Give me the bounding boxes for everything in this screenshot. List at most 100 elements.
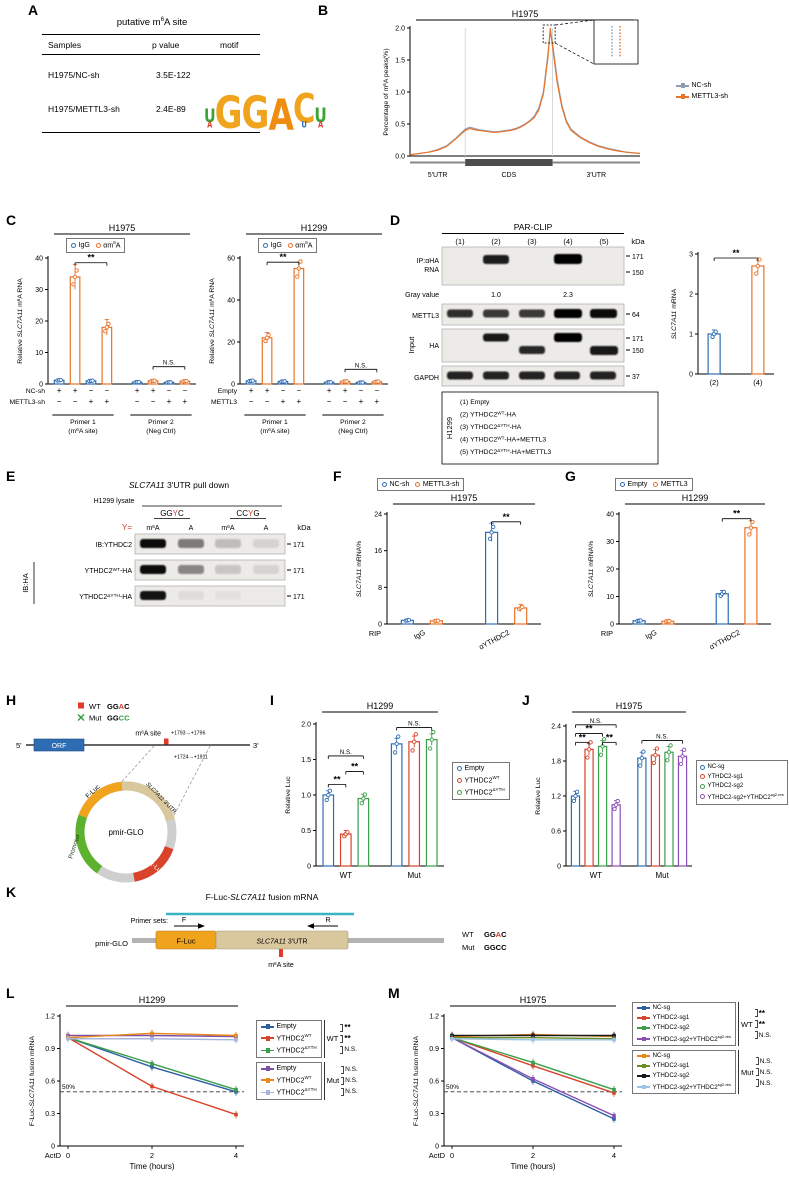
col-header-motif: motif [220, 40, 239, 50]
table-row-pvalue: 2.4E-89 [156, 104, 186, 114]
lane-label: (1) [455, 237, 465, 246]
utr-label: SLC7A11 3'UTR [144, 782, 177, 815]
marker-kda: 171 [632, 336, 644, 343]
panel-j-label: J [522, 692, 530, 708]
panel-k-label: K [6, 884, 17, 900]
pulldown-title: SLC7A11 3'UTR pull down [129, 480, 229, 490]
metagene-chart: H1975 0.0 0.5 1.0 1.5 2.0 Percentage of m6A pe… [380, 8, 650, 188]
svg-text:**: ** [579, 732, 587, 742]
m6a-site-label: m6A site [135, 729, 161, 738]
svg-text:+: + [183, 397, 188, 406]
rip-bar-chart-h1299: H1299 0 10 20 30 40 SLC7A11 mRNA% IgG αYTHDC2 RIP… [575, 492, 785, 668]
forward-arrow-icon [198, 923, 205, 929]
svg-text:−: − [249, 397, 254, 406]
wt-swatch [78, 702, 84, 709]
svg-text:0.6: 0.6 [45, 1079, 55, 1086]
ip-label: RNA [424, 267, 439, 274]
svg-text:+: + [135, 386, 140, 395]
m6a-site-tick [279, 949, 283, 957]
svg-text:20: 20 [606, 567, 614, 574]
probe-ggyc-label: GGYC [160, 509, 184, 518]
panel-f: NC-sh METTL3-sh H1975 0 8 16 24 SLC7A11 mRNA% I… [343, 476, 557, 672]
utr-label: SLC7A11 3'UTR [256, 939, 307, 946]
svg-text:**: ** [334, 774, 342, 784]
svg-text:Relative Luc: Relative Luc [285, 776, 292, 814]
mut-x-icon [77, 714, 85, 721]
svg-text:Relative SLC7A11 m6A RNA: Relative SLC7A11 m6A RNA [16, 278, 25, 364]
pulldown-blot: SLC7A11 3'UTR pull down H1299 lysate GGY… [21, 480, 311, 607]
decay-chart-h1299: H1299 0 0.3 0.6 0.9 1.2 F-Luc-SLC7A11 fusion m… [14, 994, 252, 1180]
svg-text:αYTHDC2: αYTHDC2 [477, 628, 511, 652]
svg-text:−: − [343, 397, 348, 406]
lane-label: (4) [563, 237, 573, 246]
gray-value: 2.3 [563, 292, 573, 299]
svg-text:ActD: ActD [429, 1151, 446, 1160]
gray-value-label: Gray value [405, 292, 439, 299]
svg-text:+: + [151, 386, 156, 395]
panel-c-label: C [6, 212, 17, 228]
wt-seq: GGAC [107, 702, 130, 711]
lane-label: (2) [491, 237, 501, 246]
svg-text:αYTHDC2: αYTHDC2 [708, 628, 742, 652]
panel-d: PAR-CLIP (1) (2) (3) (4) (5) kDa IP:αHA … [402, 220, 788, 476]
svg-text:H1299: H1299 [682, 493, 709, 503]
svg-text:+: + [249, 386, 254, 395]
utr-range: +1724→+1911 [174, 755, 208, 761]
svg-text:H1299: H1299 [301, 223, 328, 233]
svg-text:+: + [343, 386, 348, 395]
ythdc2-dyth-ha-blot [134, 585, 286, 607]
svg-text:−: − [135, 397, 140, 406]
svg-text:50%: 50% [446, 1084, 459, 1091]
svg-text:Mut: Mut [656, 871, 670, 880]
svg-text:Primer 1: Primer 1 [70, 419, 96, 426]
ha-blot [441, 328, 625, 363]
three-prime-label: 3' [253, 741, 259, 750]
panel-m-label: M [388, 985, 400, 1001]
svg-text:1.0: 1.0 [301, 793, 311, 800]
svg-text:2: 2 [689, 292, 693, 299]
panel-l: H1299 0 0.3 0.6 0.9 1.2 F-Luc-SLC7A11 fusion m… [14, 994, 392, 1184]
svg-text:+: + [73, 386, 78, 395]
table-rule [42, 132, 260, 133]
lane-legend-line: (2) YTHDC2WT-HA [460, 410, 517, 419]
construct-legend: Empty YTHDC2WT YTHDC2ΔYTH [452, 762, 510, 800]
table-row-sample: H1975/METTL3-sh [48, 104, 120, 114]
svg-text:2: 2 [531, 1151, 535, 1160]
y-equals-label: Y= [122, 523, 132, 532]
lane-label: (5) [599, 237, 609, 246]
col-header-pvalue: p value [152, 40, 180, 50]
svg-text:METTL3: METTL3 [211, 399, 237, 406]
svg-text:1.2: 1.2 [429, 1014, 439, 1021]
reporter-diagram: WT GGAC Mut GGCC m6A site +1793→+1796 5'… [16, 702, 259, 883]
svg-text:−: − [183, 386, 188, 395]
svg-text:WT: WT [340, 871, 353, 880]
svg-text:−: − [265, 397, 270, 406]
svg-text:2: 2 [150, 1151, 154, 1160]
marker-kda: 64 [632, 312, 640, 319]
svg-text:0: 0 [51, 1144, 55, 1151]
panel-i: H1299 0 0.5 1.0 1.5 2.0 Relative Luc WT Mut ** ** N… [280, 700, 528, 895]
wt-bracket-label: WT [738, 1002, 753, 1046]
svg-text:1.2: 1.2 [45, 1014, 55, 1021]
svg-text:1.8: 1.8 [551, 759, 561, 766]
svg-text:+: + [327, 386, 332, 395]
gray-value: 1.0 [491, 292, 501, 299]
marker-kda: 171 [293, 542, 305, 549]
panel-i-label: I [270, 692, 274, 708]
panel-b-label: B [318, 2, 329, 18]
svg-text:N.S.: N.S. [408, 721, 420, 728]
svg-text:40: 40 [227, 298, 235, 305]
parclip-title: PAR-CLIP [514, 222, 553, 232]
svg-text:F-Luc-SLC7A11 fusion mRNA: F-Luc-SLC7A11 fusion mRNA [29, 1035, 36, 1126]
panel-l-label: L [6, 985, 15, 1001]
svg-text:16: 16 [374, 548, 382, 555]
svg-text:METTL3-sh: METTL3-sh [9, 399, 45, 406]
svg-text:40: 40 [35, 256, 43, 263]
marker-kda: 150 [632, 270, 644, 277]
svg-text:Relative Luc: Relative Luc [535, 777, 542, 815]
input-label: Input [407, 336, 416, 354]
svg-text:H1975: H1975 [109, 223, 136, 233]
ibha-label: IB:HA [21, 573, 30, 593]
legend-wt-row: NC-sg YTHDC2-sg1 YTHDC2-sg2 YTHDC2-sg2+YTHD… [632, 1002, 772, 1046]
